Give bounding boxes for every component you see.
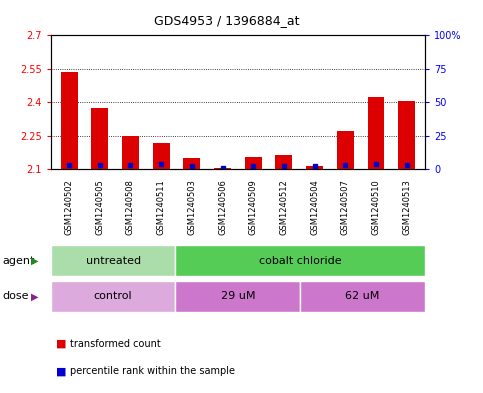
Text: GSM1240504: GSM1240504 — [310, 180, 319, 235]
Text: GSM1240508: GSM1240508 — [126, 179, 135, 235]
Bar — [91, 108, 108, 169]
Text: GSM1240511: GSM1240511 — [156, 180, 166, 235]
Bar — [300, 281, 425, 312]
Bar — [214, 168, 231, 169]
Bar — [51, 246, 175, 276]
Bar — [337, 131, 354, 169]
Text: untreated: untreated — [85, 256, 141, 266]
Text: GSM1240506: GSM1240506 — [218, 179, 227, 235]
Text: GSM1240510: GSM1240510 — [371, 180, 381, 235]
Text: ▶: ▶ — [31, 291, 39, 301]
Text: dose: dose — [2, 291, 29, 301]
Text: GSM1240503: GSM1240503 — [187, 179, 197, 235]
Bar — [153, 143, 170, 169]
Text: GSM1240507: GSM1240507 — [341, 179, 350, 235]
Bar — [398, 101, 415, 169]
Bar — [184, 158, 200, 169]
Text: transformed count: transformed count — [70, 339, 161, 349]
Text: GSM1240509: GSM1240509 — [249, 180, 258, 235]
Text: control: control — [94, 291, 132, 301]
Text: agent: agent — [2, 256, 35, 266]
Text: ■: ■ — [56, 366, 66, 376]
Text: ▶: ▶ — [31, 256, 39, 266]
Text: 29 uM: 29 uM — [221, 291, 255, 301]
Bar — [122, 136, 139, 169]
Bar — [306, 165, 323, 169]
Text: cobalt chloride: cobalt chloride — [259, 256, 341, 266]
Bar — [61, 72, 78, 169]
Text: 62 uM: 62 uM — [345, 291, 380, 301]
Text: GSM1240512: GSM1240512 — [279, 180, 288, 235]
Text: percentile rank within the sample: percentile rank within the sample — [70, 366, 235, 376]
Bar — [368, 97, 384, 169]
Text: ■: ■ — [56, 339, 66, 349]
Bar — [51, 281, 175, 312]
Text: GSM1240505: GSM1240505 — [95, 180, 104, 235]
Text: GSM1240513: GSM1240513 — [402, 179, 411, 235]
Text: GDS4953 / 1396884_at: GDS4953 / 1396884_at — [154, 14, 300, 27]
Bar — [175, 246, 425, 276]
Bar — [275, 154, 292, 169]
Text: GSM1240502: GSM1240502 — [65, 180, 73, 235]
Bar — [245, 157, 262, 169]
Bar — [175, 281, 300, 312]
